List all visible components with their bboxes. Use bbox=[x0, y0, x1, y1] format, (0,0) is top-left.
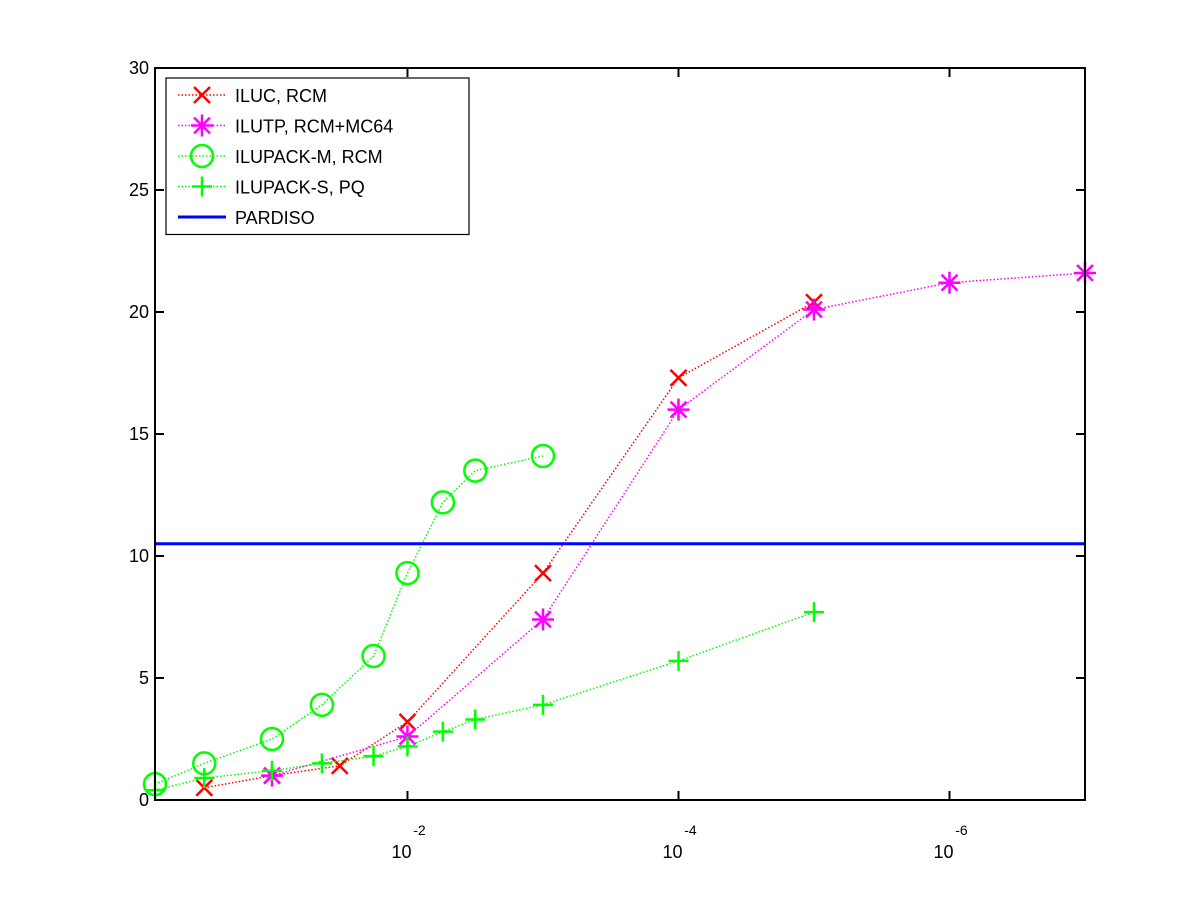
series-line-ilupack-m-rcm bbox=[154, 455, 544, 785]
legend-label: ILUC, RCM bbox=[235, 86, 327, 106]
data-point bbox=[432, 721, 453, 742]
data-point bbox=[463, 458, 488, 483]
data-point bbox=[532, 694, 553, 715]
legend-entry-pardiso: PARDISO bbox=[178, 208, 315, 228]
legend-marker bbox=[189, 143, 215, 169]
series-iluc-rcm bbox=[195, 293, 823, 797]
x-tick-exponent: -2 bbox=[413, 822, 426, 838]
data-point bbox=[667, 398, 690, 421]
x-tick-label: 10-4 bbox=[662, 822, 696, 862]
x-tick-base: 10 bbox=[391, 842, 411, 862]
data-point bbox=[395, 560, 420, 586]
legend-label: ILUPACK-M, RCM bbox=[235, 147, 383, 167]
data-point bbox=[397, 736, 418, 757]
x-tick-base: 10 bbox=[662, 842, 682, 862]
data-point bbox=[430, 490, 456, 515]
legend-entry-ilupack-m-rcm: ILUPACK-M, RCM bbox=[178, 143, 383, 169]
legend-marker bbox=[193, 86, 211, 104]
legend-label: ILUPACK-S, PQ bbox=[235, 178, 365, 198]
legend-entry-ilutp-rcm-mc64: ILUTP, RCM+MC64 bbox=[178, 114, 393, 137]
legend-label: ILUTP, RCM+MC64 bbox=[235, 117, 393, 137]
chart-marks bbox=[142, 261, 1096, 801]
data-point bbox=[361, 643, 386, 669]
data-point bbox=[465, 709, 486, 730]
data-point bbox=[938, 271, 961, 294]
y-tick-label: 10 bbox=[129, 546, 149, 566]
legend-label: PARDISO bbox=[235, 208, 315, 228]
x-tick-base: 10 bbox=[933, 842, 953, 862]
y-tick-label: 15 bbox=[129, 424, 149, 444]
y-tick-label: 5 bbox=[139, 668, 149, 688]
y-tick-label: 20 bbox=[129, 302, 149, 322]
y-tick-label: 0 bbox=[139, 790, 149, 810]
data-point bbox=[259, 726, 285, 752]
legend: ILUC, RCM ILUTP, RCM+MC64 ILUPACK-M, RCM IL… bbox=[165, 77, 470, 236]
data-point bbox=[669, 368, 688, 387]
x-tick-label: 10-6 bbox=[933, 822, 967, 862]
data-point bbox=[531, 608, 554, 631]
legend-marker bbox=[192, 176, 212, 197]
data-point bbox=[363, 746, 384, 767]
data-point bbox=[398, 713, 417, 731]
x-tick-exponent: -6 bbox=[955, 822, 968, 838]
y-tick-label: 25 bbox=[129, 180, 149, 200]
x-tick-exponent: -4 bbox=[684, 822, 697, 838]
legend-marker bbox=[191, 114, 213, 137]
x-tick-label: 10-2 bbox=[391, 822, 425, 862]
data-point bbox=[309, 692, 335, 718]
data-point bbox=[802, 298, 825, 321]
data-point bbox=[194, 768, 215, 789]
data-point bbox=[668, 650, 689, 671]
data-point bbox=[311, 753, 332, 774]
data-point bbox=[534, 564, 552, 582]
data-point bbox=[530, 443, 556, 469]
legend-entry-iluc-rcm: ILUC, RCM bbox=[178, 86, 327, 106]
data-point bbox=[261, 760, 282, 781]
data-point bbox=[803, 602, 824, 623]
y-tick-label: 30 bbox=[129, 58, 149, 78]
legend-entry-ilupack-s-pq: ILUPACK-S, PQ bbox=[178, 176, 365, 198]
